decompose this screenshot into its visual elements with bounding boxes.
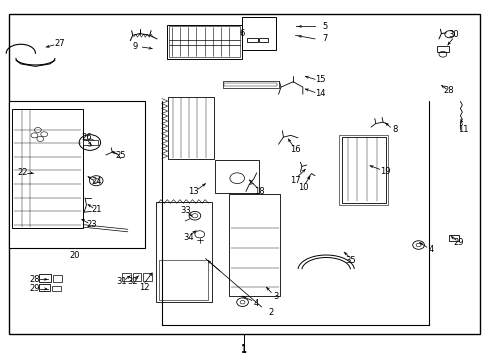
Text: 20: 20 [69,251,80,260]
Text: 30: 30 [447,30,458,39]
Bar [39,274,51,282]
Bar [156,202,211,302]
Bar [228,194,280,296]
Text: 1: 1 [241,343,247,354]
Bar [436,46,448,52]
Text: 25: 25 [115,151,125,160]
Text: 4: 4 [253,299,259,308]
Text: 32: 32 [127,277,138,286]
Text: 9: 9 [132,41,138,50]
Text: 31: 31 [117,277,127,286]
Text: 22: 22 [17,168,27,177]
Text: 29: 29 [29,284,40,293]
Bar [339,135,387,205]
Text: 17: 17 [290,176,300,185]
Text: 12: 12 [139,283,150,292]
Bar [259,38,267,42]
Bar [341,137,385,203]
Bar [224,83,277,86]
Text: 4: 4 [428,245,433,254]
Bar [83,140,98,145]
Text: 3: 3 [273,292,278,301]
Text: 28: 28 [443,86,453,95]
Bar [159,260,207,300]
Text: 34: 34 [183,233,194,242]
Text: 2: 2 [268,308,273,317]
Text: 27: 27 [54,39,65,48]
Bar [169,26,239,57]
Text: 10: 10 [297,183,307,192]
Bar [9,14,479,334]
Bar [52,286,61,292]
Bar [167,97,213,159]
Text: 23: 23 [86,220,97,229]
Bar [132,273,141,281]
Text: 11: 11 [457,126,468,135]
Text: 16: 16 [290,145,300,154]
Text: 8: 8 [392,126,397,135]
Text: 35: 35 [345,256,355,265]
Bar [448,235,458,242]
Text: 14: 14 [314,89,325,98]
Text: 13: 13 [188,187,198,196]
Bar [242,18,276,50]
Text: 33: 33 [181,206,191,215]
Text: 21: 21 [91,205,101,214]
Text: 15: 15 [314,76,325,85]
Bar [53,275,61,282]
Text: 5: 5 [322,22,326,31]
Bar [143,273,152,281]
Bar [122,273,130,281]
Bar [215,160,259,193]
Text: 28: 28 [29,275,40,284]
Bar [12,109,82,228]
Text: 19: 19 [380,167,390,176]
Bar [39,284,50,292]
Bar [222,81,278,88]
Text: 29: 29 [452,238,463,247]
Bar [9,102,144,248]
Text: 1: 1 [241,345,247,355]
Text: 24: 24 [91,177,101,186]
Text: 7: 7 [322,35,327,44]
Text: 6: 6 [239,29,244,38]
Bar [166,24,242,59]
Bar [246,38,257,42]
Text: 26: 26 [81,133,92,142]
Text: 18: 18 [253,187,264,196]
